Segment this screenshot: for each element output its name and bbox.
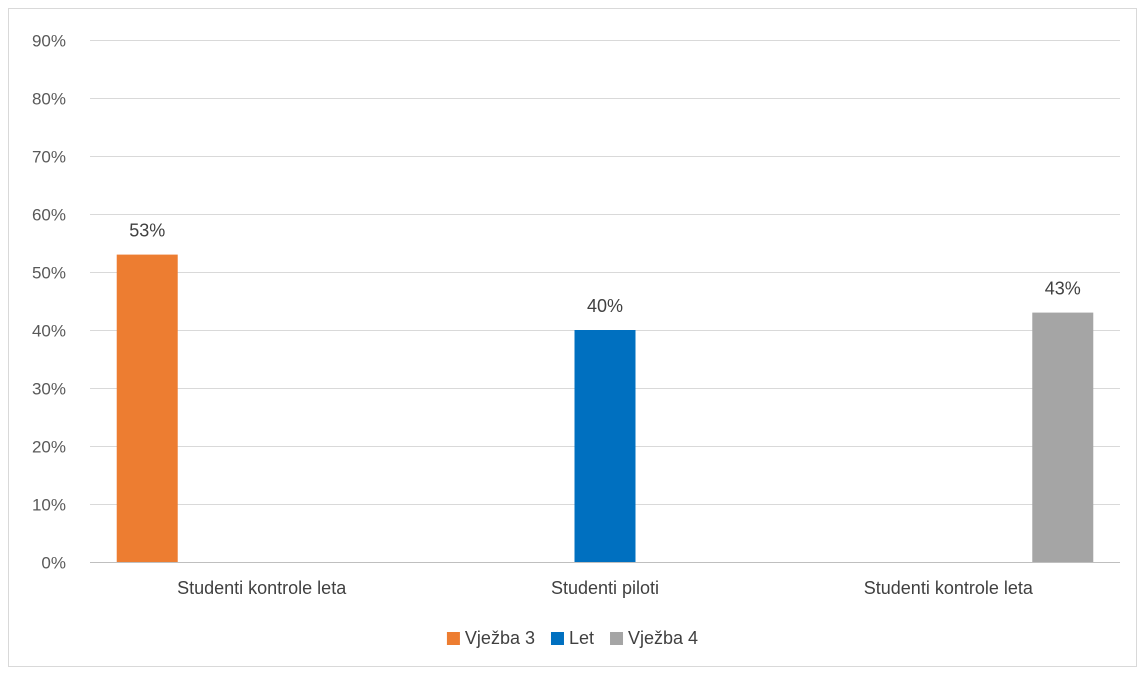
- legend-swatch: [610, 632, 624, 645]
- chart-border: [8, 8, 1137, 667]
- data-label: 40%: [587, 296, 623, 316]
- legend-label: Vježba 3: [465, 628, 535, 648]
- category-label: Studenti piloti: [551, 578, 659, 598]
- y-tick-label: 50%: [32, 264, 66, 283]
- y-tick-label: 20%: [32, 438, 66, 457]
- data-label: 43%: [1045, 279, 1081, 299]
- legend-label: Vježba 4: [628, 628, 698, 648]
- y-tick-label: 80%: [32, 90, 66, 109]
- y-tick-label: 90%: [32, 32, 66, 51]
- legend-item: Let: [550, 628, 594, 648]
- y-tick-label: 40%: [32, 322, 66, 341]
- bar: [574, 330, 636, 562]
- legend-swatch: [550, 632, 564, 645]
- legend-item: Vježba 3: [446, 628, 535, 648]
- y-tick-label: 60%: [32, 206, 66, 225]
- y-axis-tick-labels: 0% 10% 20% 30% 40% 50% 60% 70% 80% 90%: [32, 32, 66, 573]
- y-tick-label: 30%: [32, 380, 66, 399]
- bar: [116, 254, 178, 562]
- legend-swatch: [446, 632, 460, 645]
- bar: [1032, 312, 1094, 562]
- data-label: 53%: [129, 221, 165, 241]
- category-label: Studenti kontrole leta: [864, 578, 1034, 598]
- y-tick-label: 0%: [41, 554, 66, 573]
- data-labels: 53% 40% 43%: [129, 221, 1081, 316]
- legend-label: Let: [569, 628, 594, 648]
- y-tick-label: 70%: [32, 148, 66, 167]
- category-label: Studenti kontrole leta: [177, 578, 347, 598]
- x-axis-category-labels: Studenti kontrole leta Studenti piloti Stu…: [177, 578, 1034, 598]
- legend-item: Vježba 4: [610, 628, 698, 648]
- legend: Vježba 3 Let Vježba 4: [446, 628, 698, 648]
- y-tick-label: 10%: [32, 496, 66, 515]
- gridlines: [90, 40, 1120, 563]
- bars: [116, 254, 1094, 562]
